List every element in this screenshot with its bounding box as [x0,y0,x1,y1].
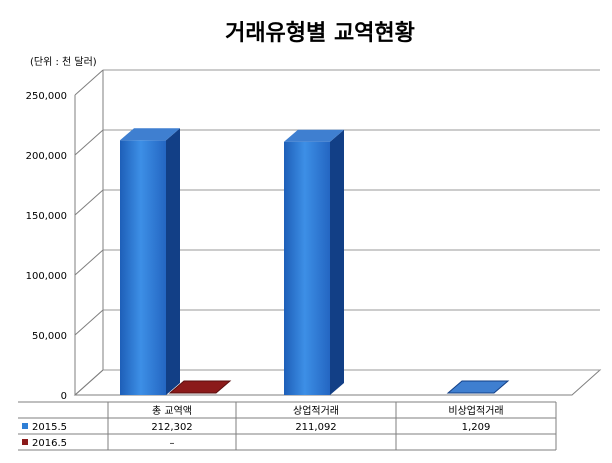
category-label: 비상업적거래 [448,404,503,417]
bar [284,129,344,395]
bar-top [168,380,232,394]
y-tick-label: 250,000 [26,91,67,102]
unit-label: (단위 : 천 달러) [30,55,97,68]
chart-title: 거래유형별 교역현황 [225,21,415,46]
category-label: 총 교역액 [152,405,192,417]
gridline-depth [74,249,104,276]
bar [446,380,510,394]
gridline-depth [74,69,104,96]
bar-front [284,141,330,395]
bar-front [120,140,166,395]
legend-label: 2016.5 [32,438,67,449]
y-tick-label: 150,000 [26,211,67,222]
bar [168,380,232,394]
data-label: 212,302 [151,422,192,433]
data-label: 1,209 [462,422,491,433]
bar-side [330,129,344,395]
data-label: – [170,438,175,449]
y-tick-label: 100,000 [26,271,67,282]
legend-swatch [22,439,28,445]
data-label: 211,092 [295,422,336,433]
bar-top [120,128,180,141]
data-table: 총 교역액 상업적거래 비상업적거래 2015.5 212,302 211,092 1,20… [18,401,557,451]
bar [120,128,180,395]
gridline-depth [74,369,104,396]
legend-label: 2015.5 [32,422,67,433]
y-tick-label: 0 [61,391,67,402]
y-tick-label: 50,000 [32,331,67,342]
bar-top [284,129,344,142]
bar-side [166,128,180,395]
bar-top [446,380,510,394]
gridline-depth [74,129,104,156]
legend-swatch [22,423,28,429]
gridline-depth [74,189,104,216]
category-label: 상업적거래 [293,404,339,417]
gridline-depth [74,309,104,336]
bars [120,128,510,395]
y-axis: 0 50,000 100,000 150,000 200,000 250,000 [26,91,67,402]
y-tick-label: 200,000 [26,151,67,162]
